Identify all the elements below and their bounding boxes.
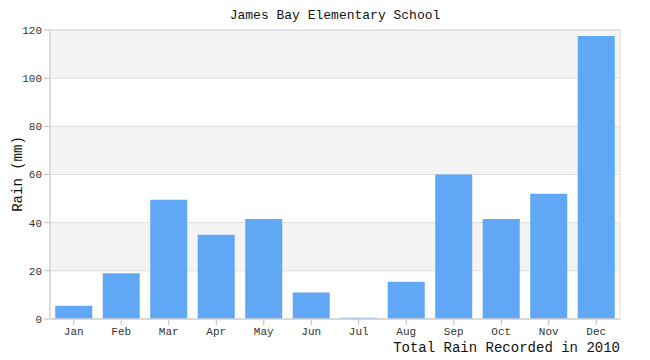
svg-text:120: 120 xyxy=(22,25,42,37)
svg-text:Oct: Oct xyxy=(491,326,511,338)
svg-text:Aug: Aug xyxy=(396,326,416,338)
svg-text:Jun: Jun xyxy=(301,326,321,338)
svg-text:James Bay Elementary School: James Bay Elementary School xyxy=(230,8,441,23)
svg-text:0: 0 xyxy=(35,314,42,326)
svg-text:Jul: Jul xyxy=(349,326,369,338)
svg-text:100: 100 xyxy=(22,73,42,85)
svg-text:Mar: Mar xyxy=(159,326,179,338)
svg-text:40: 40 xyxy=(29,218,42,230)
svg-text:Apr: Apr xyxy=(206,326,226,338)
svg-text:Feb: Feb xyxy=(111,326,131,338)
svg-text:Rain (mm): Rain (mm) xyxy=(10,136,26,212)
svg-text:60: 60 xyxy=(29,169,42,181)
svg-text:Dec: Dec xyxy=(586,326,606,338)
svg-text:Nov: Nov xyxy=(539,326,559,338)
svg-text:20: 20 xyxy=(29,266,42,278)
svg-text:May: May xyxy=(254,326,274,338)
svg-text:Jan: Jan xyxy=(64,326,84,338)
svg-text:Total Rain Recorded in 2010: Total Rain Recorded in 2010 xyxy=(393,340,620,356)
svg-text:Sep: Sep xyxy=(444,326,464,338)
svg-text:80: 80 xyxy=(29,121,42,133)
